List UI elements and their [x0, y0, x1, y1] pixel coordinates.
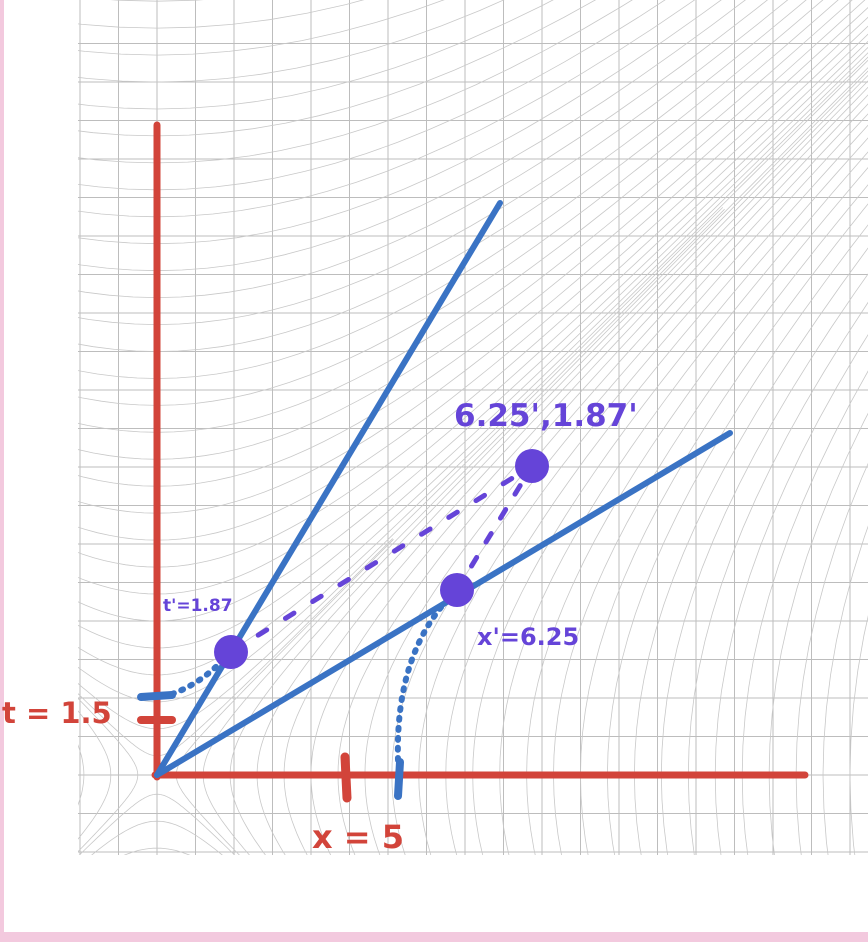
grid-decoration	[310, 80, 868, 855]
grid-decoration	[123, 847, 191, 855]
grid-decoration	[849, 615, 868, 855]
grid-decoration	[78, 697, 139, 853]
grid-decoration	[0, 902, 868, 942]
grid-decoration	[553, 184, 868, 855]
grid-decoration	[0, 0, 30, 942]
x-tick	[340, 752, 352, 803]
projection-line	[228, 463, 535, 655]
point	[214, 635, 248, 669]
t-prime-axis	[154, 200, 503, 778]
event-point	[515, 449, 549, 483]
grid-decoration	[0, 0, 3, 942]
grid-decoration	[78, 0, 445, 56]
grid-decoration	[78, 710, 112, 840]
grid-decoration	[606, 224, 868, 855]
x-prime-label: x'=6.25	[477, 623, 579, 651]
point	[440, 573, 474, 607]
grid-decoration	[78, 0, 505, 83]
grid-decoration	[78, 744, 85, 806]
grid-decoration	[78, 0, 722, 245]
grid-decoration	[78, 0, 554, 110]
grid-decoration	[741, 370, 868, 855]
grid-decoration	[78, 793, 236, 855]
grid-decoration	[795, 462, 868, 855]
t-label: t = 1.5	[2, 696, 112, 730]
grid-decoration	[580, 203, 868, 855]
t-prime-tick	[137, 691, 176, 701]
grid-decoration	[110, 0, 204, 2]
t-prime-label: t'=1.87	[163, 596, 233, 616]
grid-decoration	[0, 875, 868, 942]
grid-decoration	[78, 33, 868, 568]
grid-decoration	[91, 820, 223, 855]
grid-decoration	[499, 151, 868, 855]
x-prime-axis	[154, 430, 733, 778]
grid-decoration	[78, 0, 597, 137]
grid-decoration	[0, 0, 57, 942]
projection-line	[454, 463, 535, 593]
grid-decoration	[822, 525, 868, 855]
grid-decoration	[78, 0, 365, 29]
x-prime-tick	[394, 758, 404, 800]
grid-decoration	[0, 929, 868, 942]
x-hyperbola	[394, 589, 458, 763]
x-label: x = 5	[312, 818, 404, 856]
grid-decoration	[714, 334, 868, 855]
event-label: 6.25',1.87'	[454, 398, 638, 434]
